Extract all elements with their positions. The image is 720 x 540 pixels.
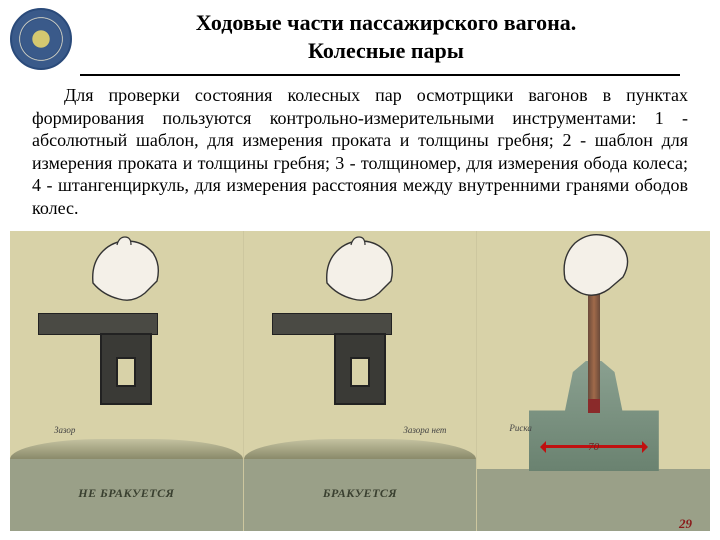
hand-drawing-3	[551, 227, 637, 307]
title-block: Ходовые части пассажирского вагона. Коле…	[72, 8, 700, 64]
page-title-line2: Колесные пары	[72, 38, 700, 64]
figure-panel-2: Зазора нет БРАКУЕТСЯ	[244, 231, 478, 531]
gap-label-2: Зазора нет	[403, 425, 446, 435]
hand-drawing-1	[83, 233, 169, 313]
figure-area: Зазор НЕ БРАКУЕТСЯ Зазора нет БРАКУЕТСЯ …	[10, 231, 710, 531]
body-paragraph: Для проверки состояния колесных пар осмо…	[0, 82, 720, 227]
wheel-surface	[10, 439, 243, 459]
gauge-tool-1	[90, 313, 162, 413]
verdict-tag-2: БРАКУЕТСЯ	[323, 486, 397, 501]
gauge-tool-2	[324, 313, 396, 413]
header: Ходовые части пассажирского вагона. Коле…	[0, 0, 720, 70]
thickness-tool	[574, 291, 614, 411]
verdict-tag-1: НЕ БРАКУЕТСЯ	[78, 486, 174, 501]
gap-label-1: Зазор	[54, 425, 75, 435]
title-divider	[80, 74, 680, 76]
mark-label: Риска	[509, 423, 531, 433]
dimension-value: 70	[588, 441, 599, 453]
page-number: 29	[679, 516, 692, 532]
logo-emblem	[10, 8, 72, 70]
figure-panel-3: Риска 70	[477, 231, 710, 531]
page-title-line1: Ходовые части пассажирского вагона.	[72, 10, 700, 36]
hand-drawing-2	[317, 233, 403, 313]
figure-panel-1: Зазор НЕ БРАКУЕТСЯ	[10, 231, 244, 531]
paragraph-text: Для проверки состояния колесных пар осмо…	[32, 85, 688, 218]
wheel-rim	[477, 469, 710, 531]
wheel-surface	[244, 439, 477, 459]
